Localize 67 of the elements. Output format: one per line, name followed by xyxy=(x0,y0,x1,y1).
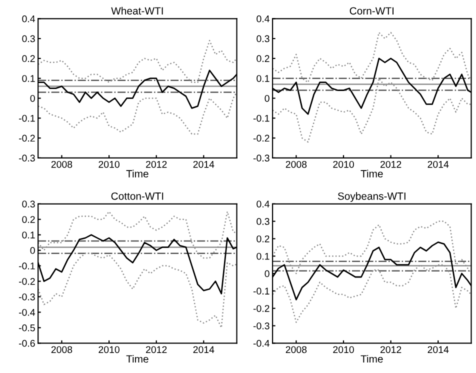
y-tick-label: 0 xyxy=(30,247,35,254)
y-tick-label: -0.1 xyxy=(18,262,35,270)
y-tick-label: -0.1 xyxy=(253,114,270,122)
x-tick-label: 2010 xyxy=(98,346,120,354)
chart-title: Soybeans-WTI xyxy=(338,192,406,202)
x-tick-label: 2008 xyxy=(286,346,307,354)
chart-title: Cotton-WTI xyxy=(111,192,164,200)
chart-title: Corn-WTI xyxy=(350,7,394,15)
y-tick-label: 0.4 xyxy=(22,15,36,22)
line-series xyxy=(38,211,237,259)
y-tick-label: 0.3 xyxy=(22,35,35,42)
x-tick-label: 2012 xyxy=(146,160,167,168)
x-axis-title: Time xyxy=(126,355,148,363)
y-tick-label: -0.2 xyxy=(253,305,270,312)
y-tick-label: 0.4 xyxy=(256,15,270,22)
y-tick-label: 0.2 xyxy=(256,235,270,242)
y-tick-label: -0.2 xyxy=(18,134,35,142)
y-tick-label: -0.1 xyxy=(253,288,270,295)
line-series xyxy=(272,264,472,323)
y-tick-label: 0.2 xyxy=(256,55,270,62)
y-tick-label: 0.1 xyxy=(22,75,35,82)
x-tick-label: 2014 xyxy=(428,160,449,168)
y-tick-label: -0.2 xyxy=(18,278,35,285)
y-tick-label: -0.4 xyxy=(18,308,36,316)
chart-title: Wheat-WTI xyxy=(111,6,163,15)
y-tick-label: 0 xyxy=(264,94,270,102)
y-tick-label: 0.1 xyxy=(256,75,270,82)
y-tick-label: 0.3 xyxy=(256,218,270,225)
y-tick-label: 0.1 xyxy=(256,252,270,260)
y-tick-label: 0.2 xyxy=(22,216,35,223)
line-series xyxy=(272,220,472,274)
x-tick-label: 2010 xyxy=(98,160,120,168)
y-tick-label: 0.4 xyxy=(256,200,270,208)
x-tick-label: 2012 xyxy=(380,160,402,168)
x-axis-title: Time xyxy=(126,170,148,178)
x-tick-label: 2012 xyxy=(146,346,167,354)
x-tick-label: 2008 xyxy=(51,346,72,354)
x-tick-label: 2010 xyxy=(333,160,354,168)
x-tick-label: 2014 xyxy=(428,346,449,354)
y-tick-label: -0.6 xyxy=(18,340,35,347)
y-tick-label: -0.3 xyxy=(18,154,35,162)
y-tick-label: -0.1 xyxy=(18,114,35,122)
y-tick-label: 0 xyxy=(264,270,270,278)
x-tick-label: 2014 xyxy=(193,346,214,354)
line-series xyxy=(38,252,237,328)
y-tick-label: 0.3 xyxy=(256,35,270,42)
x-axis-title: Time xyxy=(360,170,383,178)
x-tick-label: 2014 xyxy=(193,160,214,168)
y-tick-label: 0.3 xyxy=(22,200,35,208)
x-tick-label: 2008 xyxy=(51,160,72,168)
line-series xyxy=(38,92,237,135)
x-tick-label: 2012 xyxy=(380,346,402,354)
y-tick-label: 0.1 xyxy=(22,232,35,238)
line-series xyxy=(272,32,472,83)
y-tick-label: -0.3 xyxy=(253,322,270,330)
y-tick-label: -0.4 xyxy=(253,340,270,347)
y-tick-label: 0 xyxy=(30,94,35,102)
x-axis-title: Time xyxy=(360,355,383,363)
y-tick-label: -0.5 xyxy=(18,324,35,332)
y-tick-label: 0.2 xyxy=(22,55,35,62)
x-tick-label: 2008 xyxy=(286,160,307,168)
line-series xyxy=(272,78,472,143)
y-tick-label: -0.3 xyxy=(253,154,270,162)
line-series xyxy=(38,40,237,83)
y-tick-label: -0.2 xyxy=(253,134,270,142)
x-tick-label: 2010 xyxy=(333,346,354,354)
y-tick-label: -0.3 xyxy=(18,293,35,300)
